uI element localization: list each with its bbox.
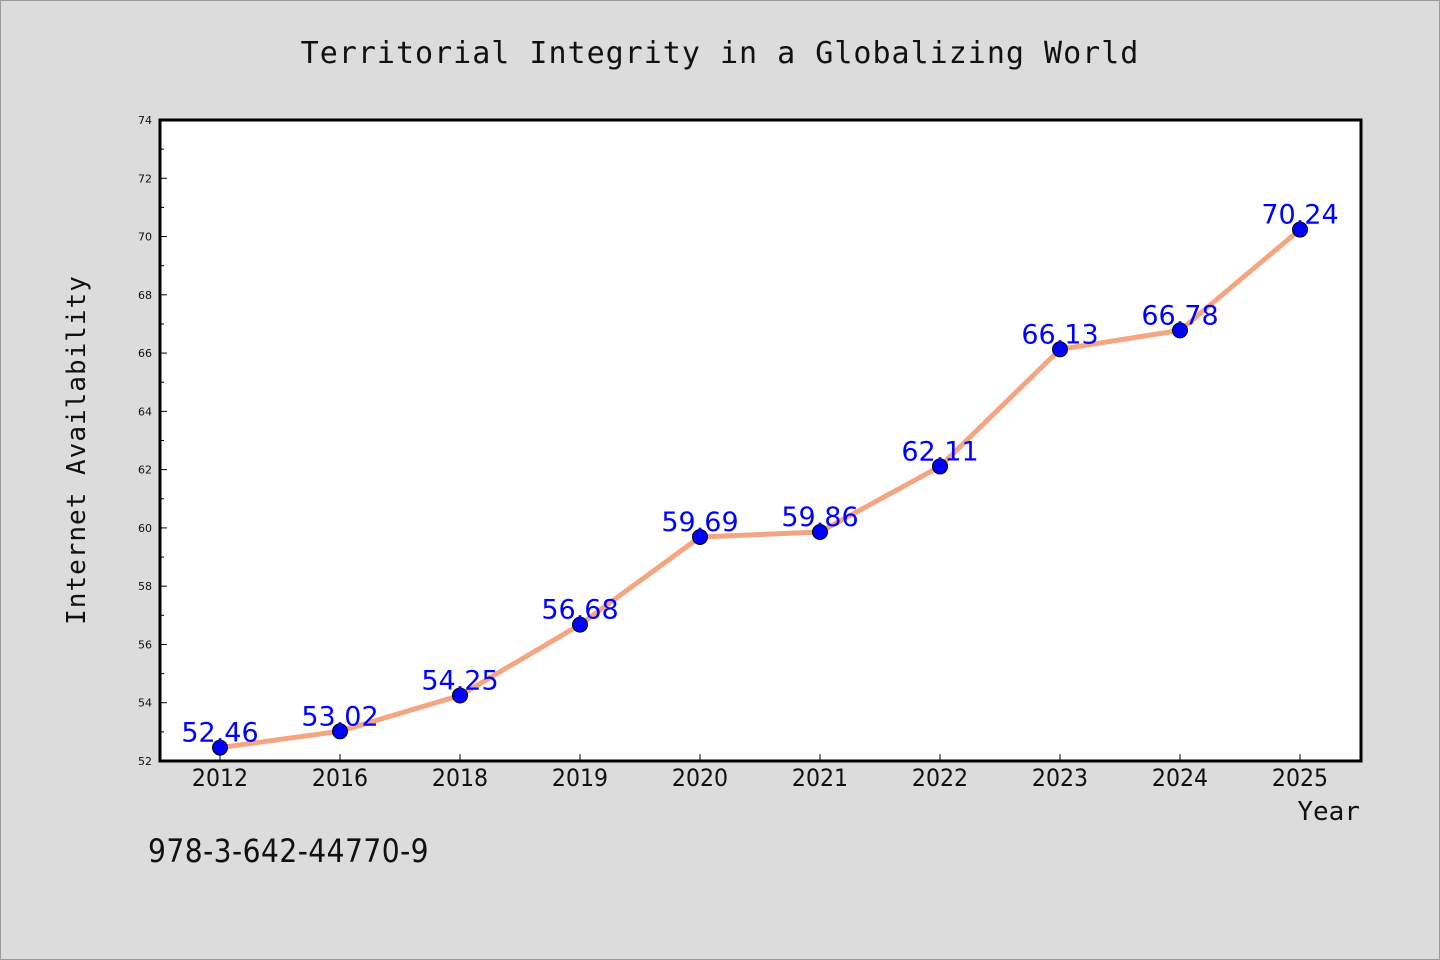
y-tick-label: 62 xyxy=(138,464,152,477)
data-point-marker xyxy=(572,616,588,633)
x-tick-label: 2021 xyxy=(792,765,848,792)
series-line xyxy=(217,227,1303,751)
y-tick-label: 60 xyxy=(138,522,152,535)
data-point-marker xyxy=(1292,221,1308,238)
data-label: 62.11 xyxy=(901,436,978,467)
y-tick-label: 70 xyxy=(138,231,152,244)
data-label: 56.68 xyxy=(541,595,618,626)
y-tick-label: 74 xyxy=(138,114,152,127)
data-point-marker xyxy=(452,687,468,704)
data-label: 54.25 xyxy=(421,665,498,696)
data-label: 70.24 xyxy=(1261,200,1338,231)
y-tick-label: 58 xyxy=(138,580,152,593)
x-axis-label: Year xyxy=(1297,797,1360,827)
data-point-marker xyxy=(1052,341,1068,358)
x-axis: 2012 2016 2018 2019 2020 2021 2022 2023 2024 2025 xyxy=(192,754,1328,792)
data-label: 66.78 xyxy=(1141,300,1218,331)
data-point-marker xyxy=(932,458,948,475)
x-tick-label: 2023 xyxy=(1032,765,1088,792)
data-label: 66.13 xyxy=(1021,319,1098,350)
data-label: 59.69 xyxy=(661,507,738,538)
series-group xyxy=(212,221,1308,756)
y-tick-label: 64 xyxy=(138,405,152,418)
y-tick-label: 54 xyxy=(138,697,152,710)
data-point-marker xyxy=(212,739,228,756)
x-tick-label: 2022 xyxy=(912,765,968,792)
plot-area xyxy=(158,118,1363,763)
data-label: 52.46 xyxy=(181,718,258,749)
y-axis: 52 54 56 58 60 62 64 66 68 70 72 74 xyxy=(138,114,167,768)
y-tick-label: 52 xyxy=(138,755,152,768)
x-tick-label: 2018 xyxy=(432,765,488,792)
y-tick-label: 56 xyxy=(138,638,152,651)
data-point-marker xyxy=(1172,322,1188,339)
x-tick-label: 2012 xyxy=(192,765,248,792)
x-tick-label: 2016 xyxy=(312,765,368,792)
x-tick-label: 2025 xyxy=(1272,765,1328,792)
x-tick-label: 2024 xyxy=(1152,765,1208,792)
data-point-marker xyxy=(332,723,348,740)
x-tick-label: 2020 xyxy=(672,765,728,792)
data-label: 53.02 xyxy=(301,701,378,732)
x-tick-label: 2019 xyxy=(552,765,608,792)
data-point-marker xyxy=(812,523,828,540)
y-tick-label: 72 xyxy=(138,172,152,185)
isbn-text: 978-3-642-44770-9 xyxy=(148,832,430,870)
y-axis-label: Internet Availability xyxy=(62,275,92,625)
y-tick-label: 68 xyxy=(138,289,152,302)
data-label: 59.86 xyxy=(781,502,858,533)
data-point-marker xyxy=(692,528,708,545)
data-labels-group: 52.46 53.02 54.25 56.68 59.69 59.86 62.11 66.13… xyxy=(181,200,1338,749)
chart-title: Territorial Integrity in a Globalizing W… xyxy=(301,36,1140,71)
y-tick-label: 66 xyxy=(138,347,152,360)
